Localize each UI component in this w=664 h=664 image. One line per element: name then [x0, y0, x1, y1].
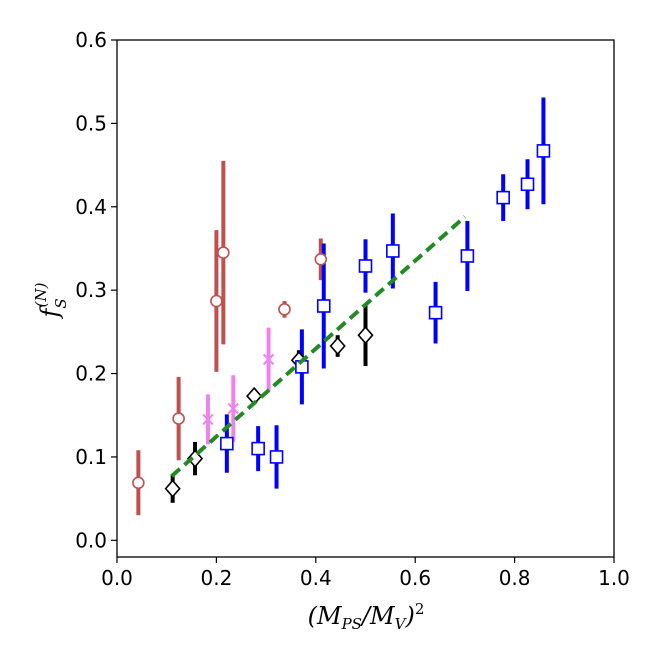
x-marker [262, 353, 275, 366]
fit-line [170, 215, 467, 478]
y-tick-label: 0.3 [75, 278, 107, 302]
y-axis-label: fS(N) [32, 282, 70, 319]
x-axis: 0.0 0.2 0.4 0.6 0.8 1.0 [101, 557, 630, 590]
plot-frame [116, 39, 615, 558]
x-tick-label: 0.6 [399, 566, 431, 590]
circle-marker [172, 412, 185, 425]
x-marker [202, 413, 214, 426]
diamond-marker [329, 336, 346, 356]
x-marker [227, 402, 240, 415]
x-tick-label: 1.0 [598, 566, 630, 590]
y-tick-label: 0.6 [75, 28, 107, 52]
circle-marker [210, 294, 223, 308]
y-tick-label: 0.1 [75, 445, 107, 469]
plot-area [132, 97, 551, 516]
diamond-marker [164, 479, 181, 498]
x-axis-label: (MPS/MV)2 [308, 600, 425, 633]
square-marker [460, 249, 475, 263]
y-tick-label: 0.5 [75, 111, 107, 135]
y-tick-label: 0.0 [75, 528, 107, 552]
square-marker [428, 305, 443, 320]
y-tick-label: 0.2 [75, 362, 107, 386]
square-marker [316, 299, 331, 313]
y-axis: 0.0 0.1 0.2 0.3 0.4 0.5 0.6 [75, 28, 117, 552]
circle-marker [278, 303, 291, 316]
square-marker [358, 259, 373, 273]
square-marker [496, 190, 510, 205]
square-marker [220, 436, 234, 451]
x-tick-label: 0.2 [200, 566, 232, 590]
square-marker [536, 144, 551, 158]
y-tick-label: 0.4 [75, 195, 107, 219]
square-marker [251, 441, 265, 456]
x-tick-label: 0.8 [499, 566, 531, 590]
circle-marker [314, 253, 328, 266]
diamond-marker [357, 325, 374, 345]
circle-marker [217, 246, 230, 259]
square-marker [520, 177, 535, 192]
square-marker [386, 244, 400, 258]
square-marker [269, 450, 284, 464]
x-tick-label: 0.0 [101, 566, 133, 590]
x-tick-label: 0.4 [300, 566, 332, 590]
circle-marker [132, 476, 145, 490]
